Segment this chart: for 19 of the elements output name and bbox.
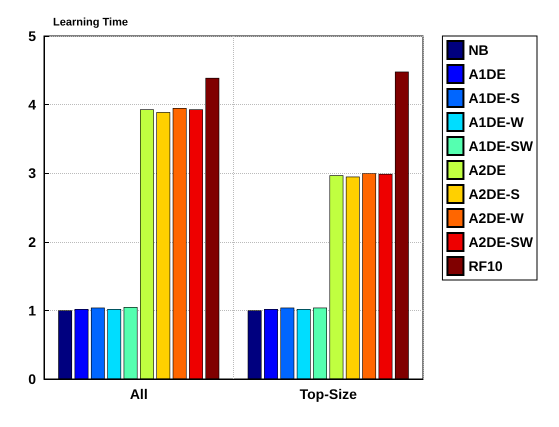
legend-label: A1DE-SW <box>468 138 534 154</box>
y-tick-label: 3 <box>28 165 36 182</box>
x-tick-label: All <box>130 386 148 402</box>
chart-title: Learning Time <box>53 16 128 28</box>
legend-label: A1DE-W <box>468 114 524 130</box>
x-tick-label: Top-Size <box>300 386 358 402</box>
legend-label: A2DE-S <box>468 186 520 202</box>
legend-label: A1DE <box>468 66 506 82</box>
legend-label: NB <box>468 42 489 58</box>
legend-label: A2DE-W <box>468 210 524 226</box>
y-tick-label: 0 <box>28 371 36 387</box>
legend-label: A2DE <box>468 162 506 178</box>
legend-label: A2DE-SW <box>468 234 534 250</box>
y-tick-label: 2 <box>28 234 36 250</box>
y-tick-label: 1 <box>28 302 36 318</box>
y-tick-label: 4 <box>28 96 36 113</box>
y-tick-label: 5 <box>28 28 36 44</box>
legend-label: A1DE-S <box>468 90 520 106</box>
legend-label: RF10 <box>468 258 503 274</box>
